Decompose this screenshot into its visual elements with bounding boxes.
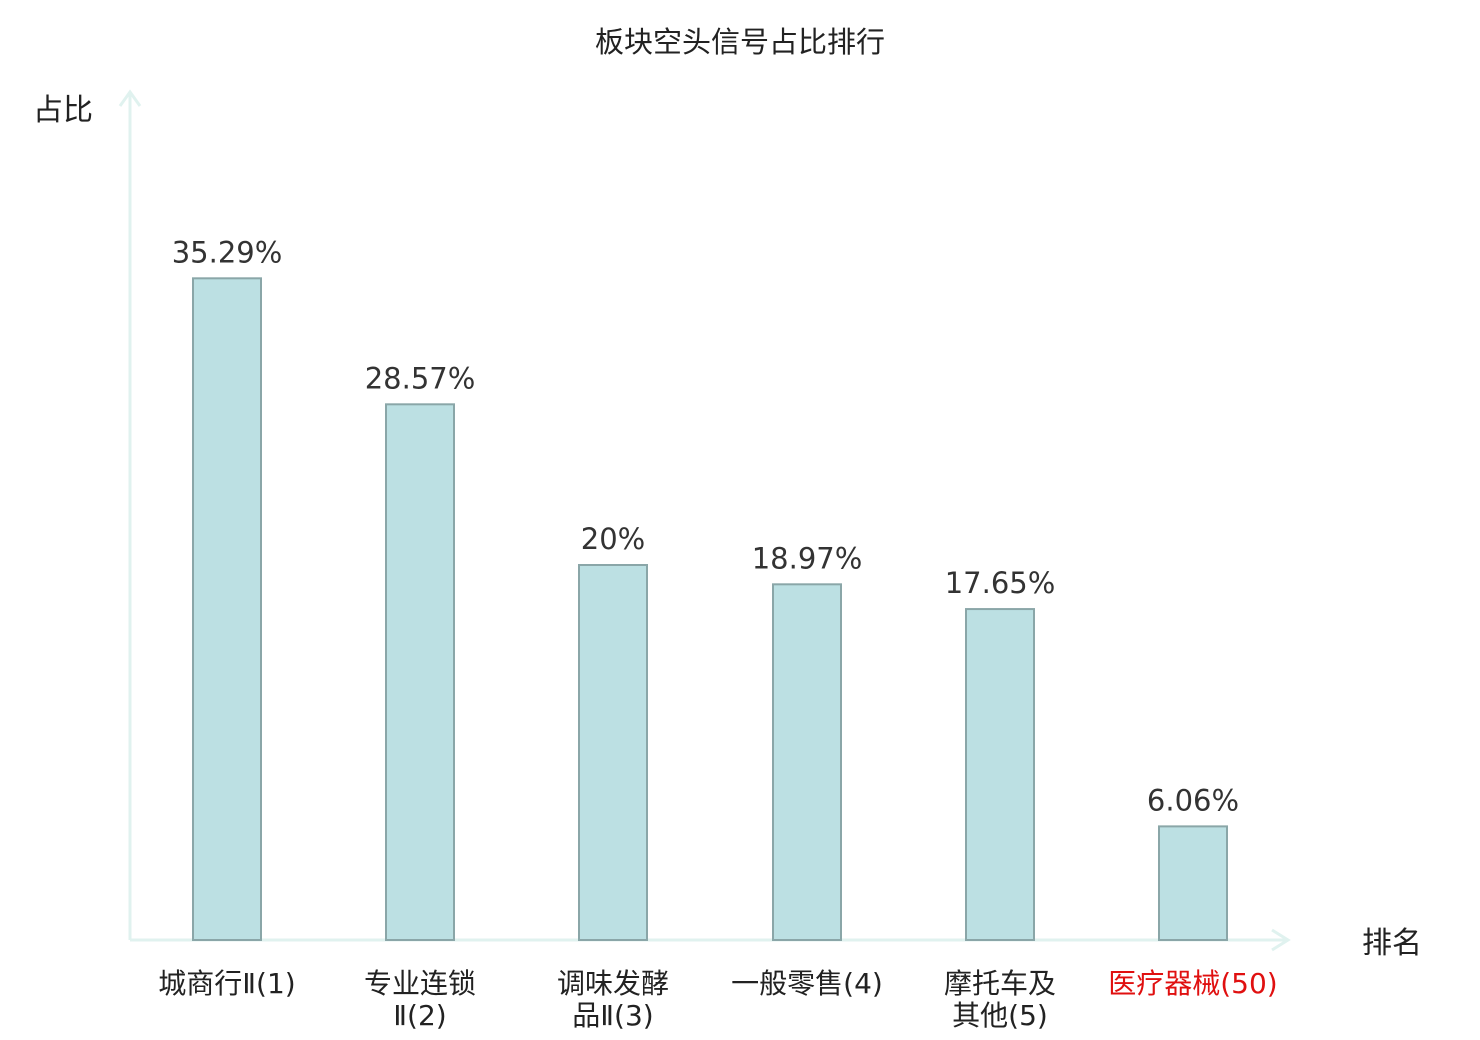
bar bbox=[192, 277, 262, 941]
category-label-line: 医疗器械(50) bbox=[1108, 967, 1277, 1000]
bar bbox=[385, 403, 455, 941]
value-label: 28.57% bbox=[365, 361, 476, 395]
bar bbox=[965, 608, 1035, 941]
value-label: 6.06% bbox=[1147, 783, 1239, 817]
x-axis-arrow-icon bbox=[1271, 928, 1291, 952]
category-label: 摩托车及其他(5) bbox=[944, 967, 1056, 1032]
bar bbox=[1158, 825, 1228, 941]
category-label-line: 专业连锁 bbox=[364, 967, 476, 1000]
category-label-line: Ⅱ(2) bbox=[393, 999, 446, 1032]
value-label: 35.29% bbox=[172, 235, 283, 269]
bar bbox=[578, 564, 648, 941]
bar bbox=[772, 583, 842, 941]
value-label: 18.97% bbox=[752, 541, 863, 575]
category-label: 一般零售(4) bbox=[731, 967, 883, 1000]
category-label-line: 一般零售(4) bbox=[731, 967, 883, 1000]
value-label: 20% bbox=[581, 522, 645, 556]
bars bbox=[192, 277, 1228, 941]
value-label: 17.65% bbox=[945, 566, 1056, 600]
category-label-line: 摩托车及 bbox=[944, 967, 1056, 1000]
category-label: 调味发酵品Ⅱ(3) bbox=[557, 967, 669, 1032]
category-labels: 城商行Ⅱ(1) 专业连锁 Ⅱ(2) 调味发酵品Ⅱ(3) 一般零售(4) 摩托车及其他(5)… bbox=[158, 967, 1277, 1032]
y-axis-label: 占比 bbox=[33, 93, 93, 128]
category-label-line: 调味发酵 bbox=[557, 967, 669, 1000]
y-axis-arrow-icon bbox=[118, 89, 142, 107]
category-label: 城商行Ⅱ(1) bbox=[158, 967, 295, 1000]
x-axis-label: 排名 bbox=[1362, 926, 1422, 961]
category-label-line: 品Ⅱ(3) bbox=[572, 999, 653, 1032]
axes bbox=[118, 89, 1291, 952]
category-label-line: 其他(5) bbox=[952, 999, 1048, 1032]
category-label: 医疗器械(50) bbox=[1108, 967, 1277, 1000]
category-label: 专业连锁 Ⅱ(2) bbox=[364, 967, 476, 1032]
category-label-line: 城商行Ⅱ(1) bbox=[158, 967, 295, 1000]
value-labels: 35.29% 28.57% 20% 18.97% 17.65% 6.06% bbox=[172, 235, 1239, 817]
chart-title: 板块空头信号占比排行 bbox=[595, 25, 885, 59]
